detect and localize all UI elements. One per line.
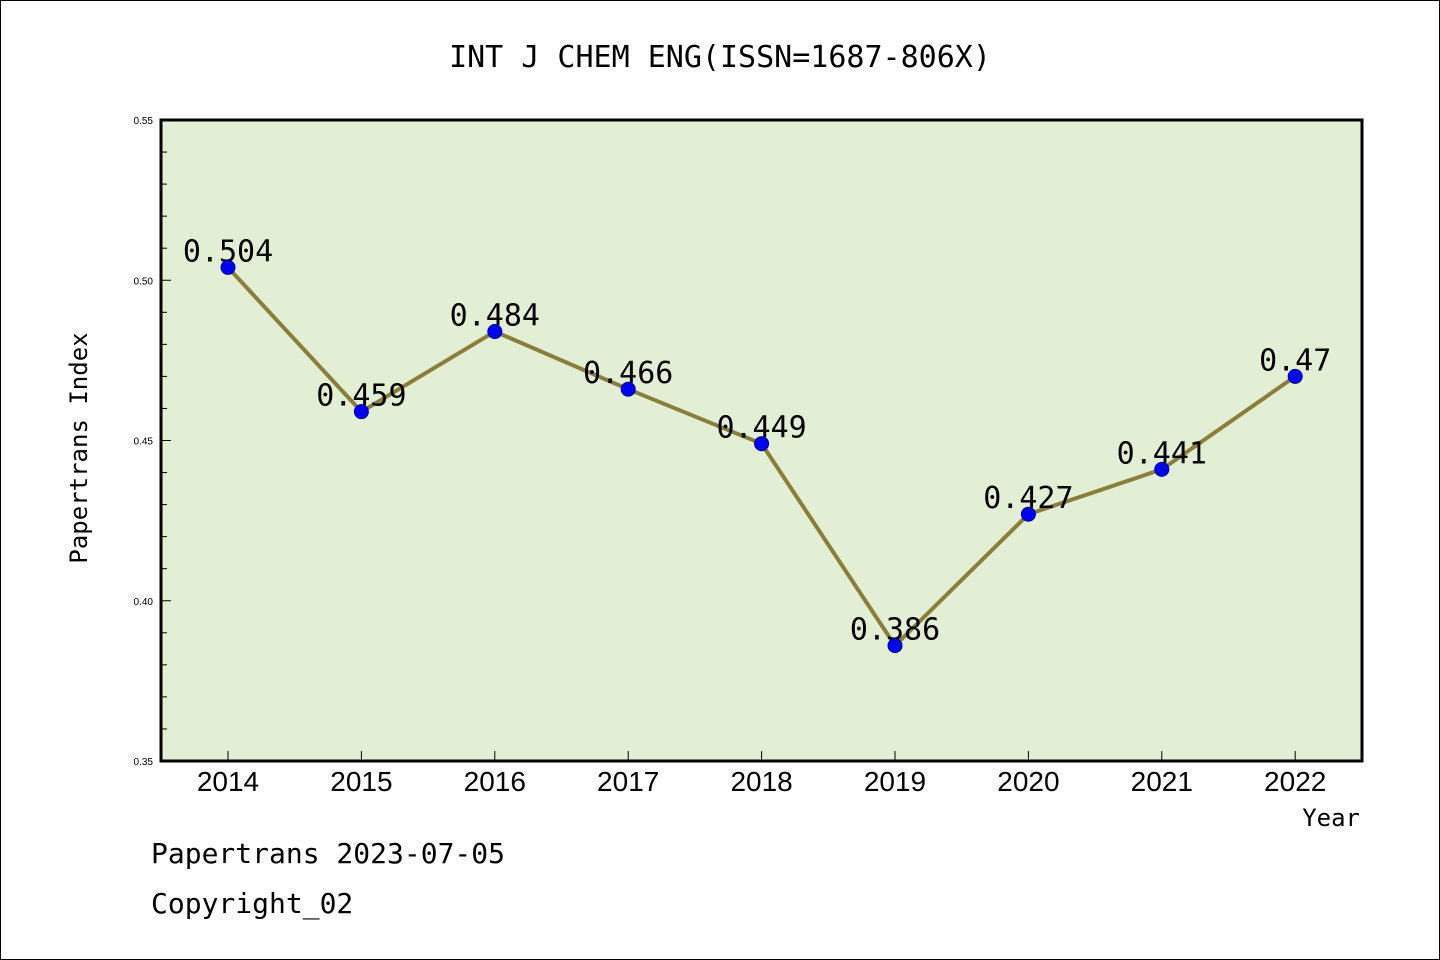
y-tick-label: 0.40 xyxy=(134,597,154,608)
data-point xyxy=(220,259,236,275)
data-point xyxy=(887,638,903,654)
x-tick-label: 2016 xyxy=(464,766,526,797)
x-tick-label: 2014 xyxy=(197,766,259,797)
x-tick-label: 2017 xyxy=(597,766,659,797)
y-axis-label: Papertrans Index xyxy=(65,332,93,563)
footer-copyright: Copyright_02 xyxy=(151,887,354,920)
data-labels: 0.5040.4590.4840.4660.4490.3860.4270.441… xyxy=(183,234,1331,647)
data-point xyxy=(353,404,369,420)
y-tick-label: 0.55 xyxy=(134,116,154,127)
x-tick-label: 2020 xyxy=(997,766,1059,797)
x-tick-label: 2018 xyxy=(730,766,792,797)
data-point xyxy=(1020,506,1036,522)
x-axis-label: Year xyxy=(1302,804,1360,832)
y-tick-label: 0.50 xyxy=(134,276,154,287)
data-point xyxy=(487,324,503,340)
data-point xyxy=(1154,461,1170,477)
chart-title: INT J CHEM ENG(ISSN=1687-806X) xyxy=(449,40,991,75)
y-tick-label: 0.35 xyxy=(134,757,154,768)
y-tick-label: 0.45 xyxy=(134,437,154,448)
x-tick-label: 2019 xyxy=(864,766,926,797)
x-axis: 2014 2015 2016 2017 2018 2019 2020 2021 2022 xyxy=(197,751,1326,797)
y-axis: 0.35 0.40 0.45 0.50 0.55 xyxy=(134,116,171,768)
data-point xyxy=(1287,368,1303,384)
footer-date: Papertrans 2023-07-05 xyxy=(151,837,506,870)
x-tick-label: 2021 xyxy=(1131,766,1193,797)
data-markers xyxy=(220,259,1303,654)
data-point xyxy=(754,436,770,452)
x-tick-label: 2015 xyxy=(330,766,392,797)
data-point xyxy=(620,381,636,397)
x-tick-label: 2022 xyxy=(1264,766,1326,797)
